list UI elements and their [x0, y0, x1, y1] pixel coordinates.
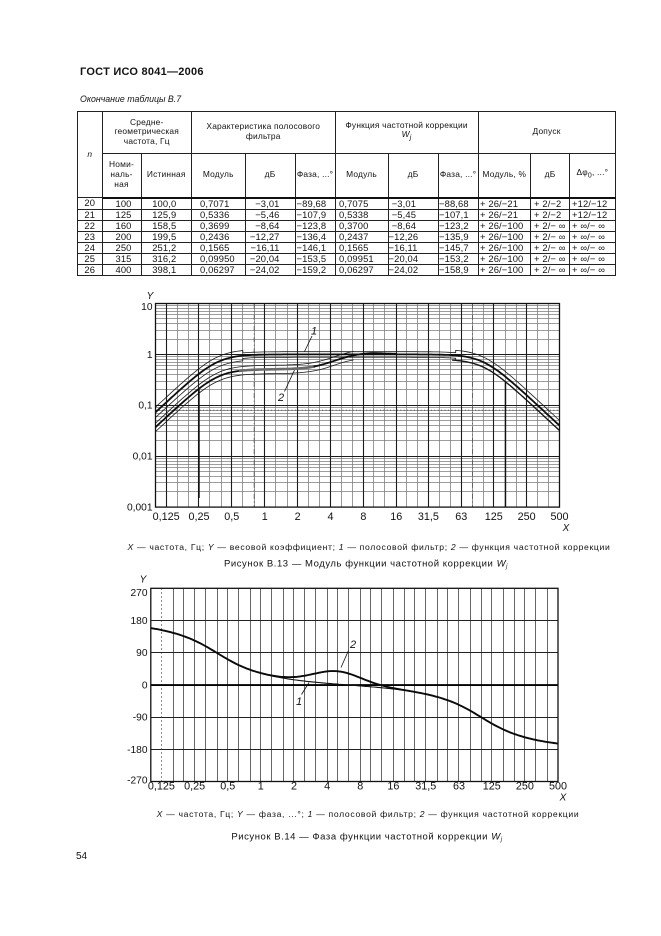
- svg-text:0,125: 0,125: [148, 780, 175, 792]
- svg-text:1: 1: [147, 350, 153, 361]
- svg-text:4: 4: [327, 511, 333, 523]
- svg-text:63: 63: [455, 511, 467, 523]
- svg-text:2: 2: [291, 780, 297, 792]
- svg-text:90: 90: [136, 648, 148, 659]
- svg-text:10: 10: [141, 302, 153, 313]
- svg-text:0,25: 0,25: [184, 780, 205, 792]
- svg-text:0,001: 0,001: [127, 503, 153, 514]
- svg-text:1: 1: [311, 326, 317, 338]
- svg-text:Рисунок В.13 — Модуль функции: Рисунок В.13 — Модуль функции частотной …: [224, 559, 508, 571]
- svg-text:180: 180: [131, 616, 148, 627]
- svg-text:63: 63: [453, 780, 465, 792]
- svg-text:16: 16: [390, 511, 402, 523]
- svg-text:X: X: [562, 523, 570, 534]
- svg-text:1: 1: [296, 696, 302, 708]
- svg-text:500: 500: [549, 780, 567, 792]
- svg-text:X: X: [559, 793, 567, 804]
- svg-text:Y: Y: [147, 291, 155, 302]
- svg-text:0,125: 0,125: [153, 511, 180, 523]
- svg-text:8: 8: [360, 511, 366, 523]
- svg-text:0,5: 0,5: [224, 511, 239, 523]
- svg-text:X — частота, Гц; Y — фаза, ...: X — частота, Гц; Y — фаза, ...°; 1 — пол…: [156, 809, 580, 819]
- svg-text:8: 8: [357, 780, 363, 792]
- svg-text:1: 1: [258, 780, 264, 792]
- svg-text:125: 125: [483, 780, 501, 792]
- svg-text:31,5: 31,5: [418, 511, 439, 523]
- svg-text:16: 16: [387, 780, 399, 792]
- svg-text:0,5: 0,5: [220, 780, 235, 792]
- svg-text:270: 270: [131, 588, 148, 599]
- svg-text:Y: Y: [140, 575, 148, 586]
- svg-text:250: 250: [518, 511, 536, 523]
- svg-text:Рисунок В.14 — Фаза функции ча: Рисунок В.14 — Фаза функции частотной ко…: [231, 832, 502, 844]
- svg-text:2: 2: [277, 392, 284, 404]
- svg-text:2: 2: [349, 639, 356, 651]
- svg-text:0: 0: [142, 680, 148, 691]
- svg-text:0,1: 0,1: [138, 401, 152, 412]
- svg-text:31,5: 31,5: [415, 780, 436, 792]
- svg-text:250: 250: [516, 780, 534, 792]
- svg-text:500: 500: [550, 511, 568, 523]
- svg-text:-90: -90: [133, 713, 148, 724]
- svg-text:X — частота, Гц; Y — весовой к: X — частота, Гц; Y — весовой коэффициент…: [126, 542, 610, 552]
- svg-text:0,25: 0,25: [188, 511, 209, 523]
- svg-text:-270: -270: [127, 775, 148, 786]
- svg-text:125: 125: [485, 511, 503, 523]
- svg-text:0,01: 0,01: [133, 452, 153, 463]
- svg-text:1: 1: [262, 511, 268, 523]
- svg-text:4: 4: [324, 780, 330, 792]
- svg-text:-180: -180: [127, 745, 148, 756]
- svg-text:2: 2: [295, 511, 301, 523]
